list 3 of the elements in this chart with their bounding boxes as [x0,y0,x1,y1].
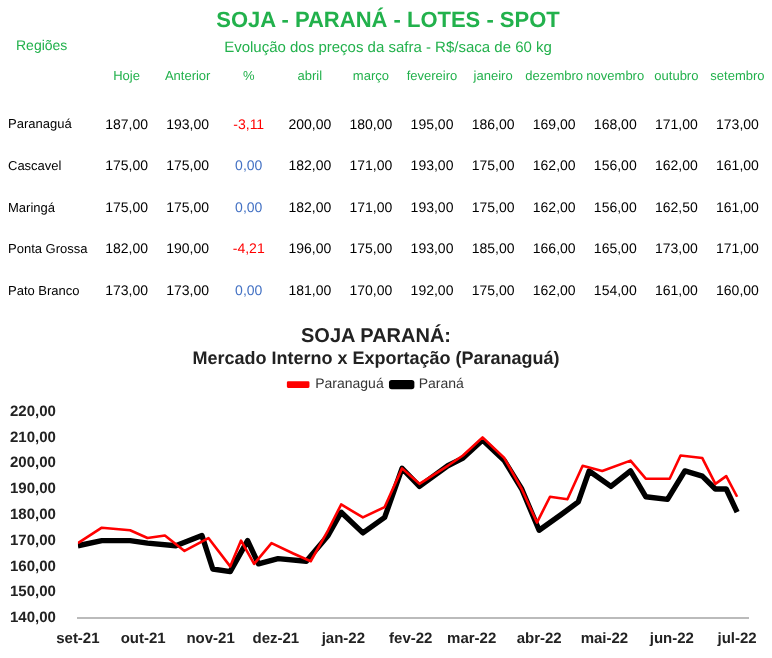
chart-title: SOJA PARANÁ: [300,323,452,348]
chart-title: SOJA - PARANÁ - LOTES - SPOT [216,7,561,34]
chart-subtitle: Mercado Interno x Exportação (Paranaguá) [192,347,560,368]
